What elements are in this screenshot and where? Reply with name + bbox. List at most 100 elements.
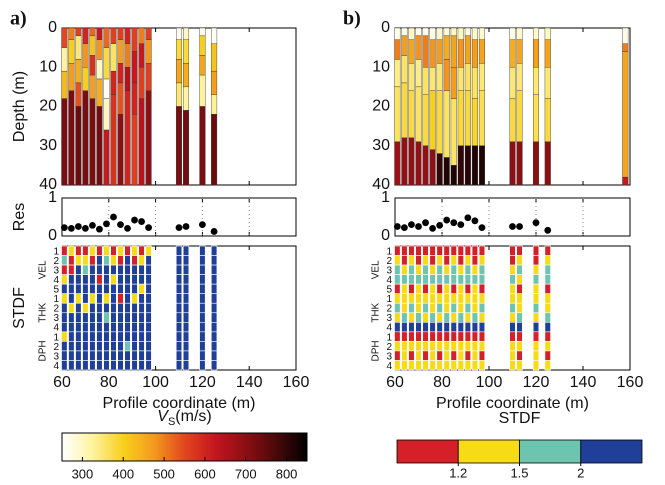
stdf-cell bbox=[429, 255, 436, 266]
velocity-layer bbox=[89, 55, 96, 76]
stdf-cell bbox=[110, 283, 117, 294]
stdf-cell bbox=[478, 255, 486, 266]
stdf-cell bbox=[199, 331, 206, 342]
stdf-cell bbox=[436, 264, 443, 275]
velocity-layer bbox=[145, 63, 152, 92]
stdf-cell bbox=[532, 264, 540, 275]
stdf-cell bbox=[68, 331, 75, 342]
stdf-cell bbox=[175, 293, 183, 304]
velocity-layer bbox=[509, 141, 516, 186]
velocity-layer bbox=[509, 39, 516, 68]
stdf-cell bbox=[478, 322, 486, 333]
velocity-layer bbox=[89, 27, 96, 37]
stdf-cell bbox=[131, 264, 138, 275]
velocity-layer bbox=[211, 43, 218, 72]
x-tick-label: 80 bbox=[433, 374, 451, 391]
stdf-cell bbox=[175, 302, 183, 314]
velocity-layer bbox=[175, 27, 183, 40]
stdf-cell bbox=[457, 331, 464, 342]
stdf-cell bbox=[124, 360, 131, 371]
residual-point bbox=[516, 223, 523, 230]
stdf-cell bbox=[509, 331, 516, 342]
stdf-cell bbox=[457, 293, 464, 304]
stdf-cell bbox=[464, 255, 471, 266]
stdf-cell bbox=[471, 255, 479, 266]
velocity-layer bbox=[61, 47, 68, 72]
velocity-layer bbox=[96, 27, 103, 40]
velocity-layer bbox=[443, 59, 450, 92]
stdf-cell bbox=[103, 360, 110, 371]
velocity-layer bbox=[408, 63, 415, 92]
stdf-cell bbox=[450, 331, 457, 342]
x-tick-label: 100 bbox=[142, 374, 169, 391]
stdf-cell bbox=[443, 350, 450, 361]
velocity-layer bbox=[436, 90, 443, 154]
velocity-layer bbox=[138, 43, 145, 68]
stdf-row-label: 2 bbox=[386, 342, 392, 353]
stdf-cell bbox=[110, 331, 117, 342]
stdf-cell bbox=[422, 360, 429, 371]
stdf-cell bbox=[436, 341, 443, 352]
stdf-cell bbox=[199, 293, 206, 304]
stdf-cell bbox=[175, 255, 183, 266]
stdf-cell bbox=[96, 255, 103, 266]
velocity-layer bbox=[443, 35, 450, 60]
stdf-cell bbox=[182, 245, 190, 256]
velocity-layer bbox=[471, 145, 478, 186]
stdf-cell bbox=[96, 350, 103, 361]
stdf-cell bbox=[61, 360, 68, 371]
stdf-cell bbox=[199, 302, 206, 314]
velocity-layer bbox=[622, 43, 629, 52]
stdf-cell bbox=[450, 350, 457, 361]
stdf-cell bbox=[82, 245, 89, 256]
velocity-layer bbox=[96, 78, 103, 107]
residual-point bbox=[124, 225, 131, 232]
stdf-cell bbox=[145, 264, 152, 275]
stdf-cell bbox=[138, 341, 145, 352]
stdf-row-label: 1 bbox=[53, 332, 59, 343]
stdf-cell bbox=[429, 293, 436, 304]
stdf-cell bbox=[61, 274, 68, 285]
stdf-cell bbox=[210, 331, 218, 342]
velocity-layer bbox=[450, 67, 457, 99]
stdf-cell bbox=[443, 293, 450, 304]
panel-label: a) bbox=[10, 8, 27, 30]
stdf-cell bbox=[408, 283, 415, 294]
velocity-layer bbox=[183, 110, 190, 186]
stdf-cell bbox=[415, 322, 422, 333]
stdf-colorbar-segment bbox=[396, 439, 459, 464]
stdf-cell bbox=[96, 293, 103, 304]
stdf-cell bbox=[131, 331, 138, 342]
stdf-cell bbox=[75, 302, 82, 314]
stdf-cell bbox=[544, 283, 551, 294]
residual-point bbox=[544, 226, 552, 234]
stdf-cell bbox=[436, 274, 443, 285]
stdf-cell bbox=[182, 293, 190, 304]
stdf-cell bbox=[544, 302, 551, 314]
stdf-cell bbox=[471, 283, 479, 294]
stdf-cell bbox=[210, 350, 218, 361]
stdf-cell bbox=[89, 245, 96, 256]
stdf-cell bbox=[131, 283, 138, 294]
stdf-cell bbox=[175, 360, 183, 371]
stdf-cell bbox=[61, 322, 68, 333]
stdf-cell bbox=[422, 322, 429, 333]
stdf-group-label: THK bbox=[38, 302, 49, 322]
stdf-cell bbox=[68, 283, 75, 294]
stdf-cell bbox=[82, 312, 89, 323]
velocity-layer bbox=[89, 74, 96, 99]
velocity-layer bbox=[436, 27, 443, 40]
stdf-cell bbox=[124, 283, 131, 294]
velocity-layer bbox=[450, 35, 457, 68]
velocity-layer bbox=[429, 149, 436, 186]
stdf-cell bbox=[544, 322, 551, 333]
velocity-layer bbox=[464, 63, 471, 92]
velocity-layer bbox=[436, 63, 443, 92]
colorbar-tick-label: 300 bbox=[72, 466, 94, 481]
stdf-cell bbox=[401, 245, 408, 256]
y-tick-label: 20 bbox=[372, 98, 390, 115]
stdf-cell bbox=[199, 245, 206, 256]
velocity-layer bbox=[117, 82, 124, 115]
stdf-cell bbox=[516, 312, 523, 323]
velocity-layer bbox=[131, 27, 138, 52]
